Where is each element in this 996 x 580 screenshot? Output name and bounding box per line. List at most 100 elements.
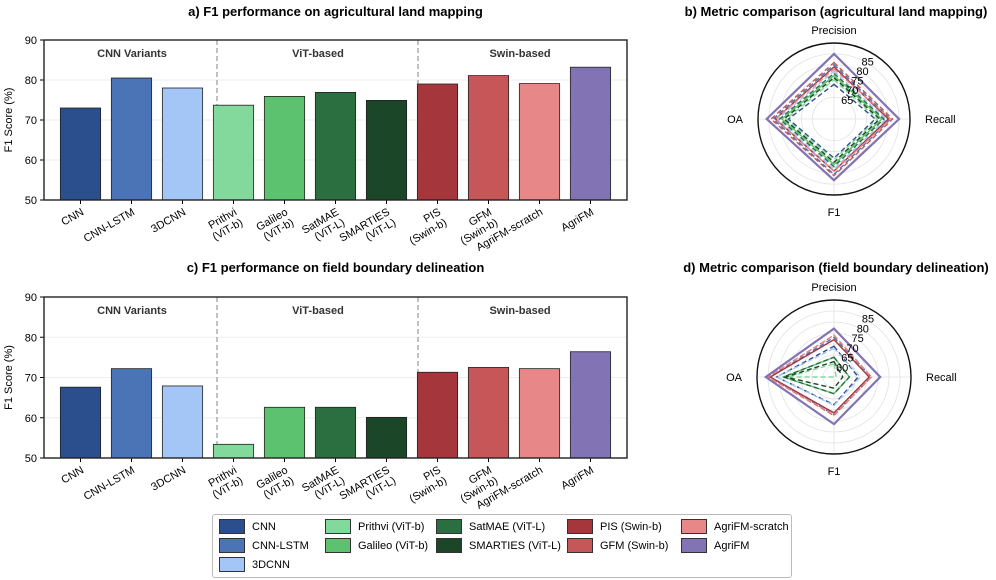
- legend-label: SatMAE (ViT-L): [469, 520, 546, 533]
- x-tick-label: CNN-LSTM: [82, 206, 137, 245]
- legend-swatch: [567, 538, 593, 553]
- x-tick-line: 3DCNN: [149, 464, 188, 493]
- legend-item: PIS (Swin-b): [567, 519, 662, 534]
- legend-label: 3DCNN: [252, 558, 290, 571]
- radar-ring-label: 85: [861, 56, 873, 68]
- y-tick-label: 50: [25, 195, 37, 207]
- chart-title-a: a) F1 performance on agricultural land m…: [188, 4, 483, 19]
- legend-swatch: [681, 538, 707, 553]
- legend: CNN CNN-LSTM 3DCNN Prithvi (ViT-b) Galileo (…: [212, 514, 792, 578]
- legend-swatch: [436, 519, 462, 534]
- radar-ring-label: 60: [836, 362, 848, 374]
- legend-swatch: [325, 519, 351, 534]
- group-label: CNN Variants: [97, 305, 167, 317]
- radar-panel-b: b) Metric comparison (agricultural land …: [685, 4, 988, 219]
- legend-swatch: [681, 519, 707, 534]
- bar-a-3: [212, 104, 255, 201]
- x-tick-label: CNN: [59, 206, 86, 228]
- x-tick-label: 3DCNN: [149, 464, 188, 493]
- x-tick-label: PIS(Swin-b): [402, 206, 449, 247]
- radar-axis-label: F1: [828, 466, 841, 478]
- radar-series-b-5: [778, 72, 885, 168]
- legend-label: CNN-LSTM: [252, 539, 309, 552]
- legend-label: CNN: [252, 520, 276, 533]
- x-tick-label: Prithvi(ViT-b): [205, 206, 245, 243]
- radar-ring-label: 70: [846, 85, 858, 97]
- radar-axis-label: F1: [828, 207, 841, 219]
- x-tick-label: Prithvi(ViT-b): [205, 464, 245, 501]
- legend-swatch: [325, 538, 351, 553]
- legend-label: SMARTIES (ViT-L): [469, 539, 561, 552]
- legend-item: Galileo (ViT-b): [325, 538, 428, 553]
- legend-label: Prithvi (ViT-b): [358, 520, 425, 533]
- bar-c-2: [161, 385, 204, 459]
- bar-c-4: [263, 406, 306, 459]
- legend-item: CNN-LSTM: [219, 538, 309, 553]
- legend-item: GFM (Swin-b): [567, 538, 668, 553]
- radar-series-d-3: [787, 362, 838, 378]
- y-tick-label: 50: [25, 453, 37, 465]
- bar-c-5: [314, 406, 357, 459]
- chart-title-c: c) F1 performance on field boundary deli…: [187, 260, 485, 275]
- radar-series-b-3: [785, 78, 879, 161]
- radar-axis-label: Precision: [811, 25, 856, 37]
- y-tick-label: 90: [25, 35, 37, 47]
- group-label: CNN Variants: [97, 48, 167, 60]
- bar-c-1: [110, 368, 153, 459]
- legend-item: CNN: [219, 519, 276, 534]
- x-tick-label: Galileo(ViT-b): [254, 464, 296, 502]
- plot-frame: [43, 39, 628, 201]
- radar-axis-label: OA: [727, 114, 744, 126]
- radar-ring-label: 80: [856, 66, 868, 78]
- y-axis-label: F1 Score (%): [3, 88, 15, 153]
- bar-a-7: [416, 83, 459, 201]
- x-tick-line: CNN: [59, 464, 86, 486]
- radar-ring-label: 75: [851, 76, 863, 88]
- legend-item: Prithvi (ViT-b): [325, 519, 424, 534]
- x-tick-line: AgriFM: [559, 206, 596, 234]
- radar-series-b-1: [772, 63, 892, 176]
- legend-item: AgriFM: [681, 538, 749, 553]
- chart-title-b: b) Metric comparison (agricultural land …: [685, 4, 988, 19]
- legend-item: SMARTIES (ViT-L): [436, 538, 561, 553]
- y-tick-label: 70: [25, 373, 37, 385]
- legend-label: AgriFM: [714, 539, 750, 552]
- legend-label: PIS (Swin-b): [600, 520, 662, 533]
- bar-a-9: [518, 83, 561, 201]
- radar-series-b-0: [787, 83, 877, 160]
- y-axis-label: F1 Score (%): [3, 345, 15, 410]
- bar-c-0: [59, 386, 102, 459]
- y-tick-label: 60: [25, 155, 37, 167]
- bar-c-8: [467, 367, 510, 459]
- radar-ring-label: 75: [852, 333, 864, 345]
- bar-c-3: [212, 443, 255, 459]
- legend-swatch: [219, 538, 245, 553]
- legend-item: AgriFM-scratch: [681, 519, 789, 534]
- x-tick-label: SatMAE(ViT-L): [300, 206, 347, 247]
- group-label: ViT-based: [292, 305, 344, 317]
- radar-axis-label: Precision: [811, 282, 856, 294]
- group-label: ViT-based: [292, 48, 344, 60]
- bar-a-4: [263, 96, 306, 201]
- radar-series-d-2: [775, 347, 862, 407]
- radar-series-d-6: [782, 360, 844, 389]
- x-tick-label: 3DCNN: [149, 206, 188, 235]
- radar-series-d-7: [768, 338, 871, 414]
- legend-swatch: [219, 519, 245, 534]
- x-tick-label: Galileo(ViT-b): [254, 206, 296, 244]
- bar-panel-a: a) F1 performance on agricultural land m…: [3, 4, 628, 254]
- bar-a-10: [569, 66, 612, 201]
- x-tick-line: CNN: [59, 206, 86, 228]
- radar-axis-label: OA: [726, 372, 743, 384]
- legend-item: SatMAE (ViT-L): [436, 519, 545, 534]
- radar-series-b-8: [769, 61, 894, 177]
- x-tick-label: CNN: [59, 464, 86, 486]
- bar-a-5: [314, 92, 357, 201]
- x-tick-line: AgriFM: [559, 464, 596, 492]
- radar-axis-label: Recall: [926, 372, 957, 384]
- x-tick-label: CNN-LSTM: [82, 464, 137, 503]
- legend-label: AgriFM-scratch: [714, 520, 789, 533]
- radar-series-b-9: [774, 68, 892, 173]
- legend-swatch: [219, 557, 245, 572]
